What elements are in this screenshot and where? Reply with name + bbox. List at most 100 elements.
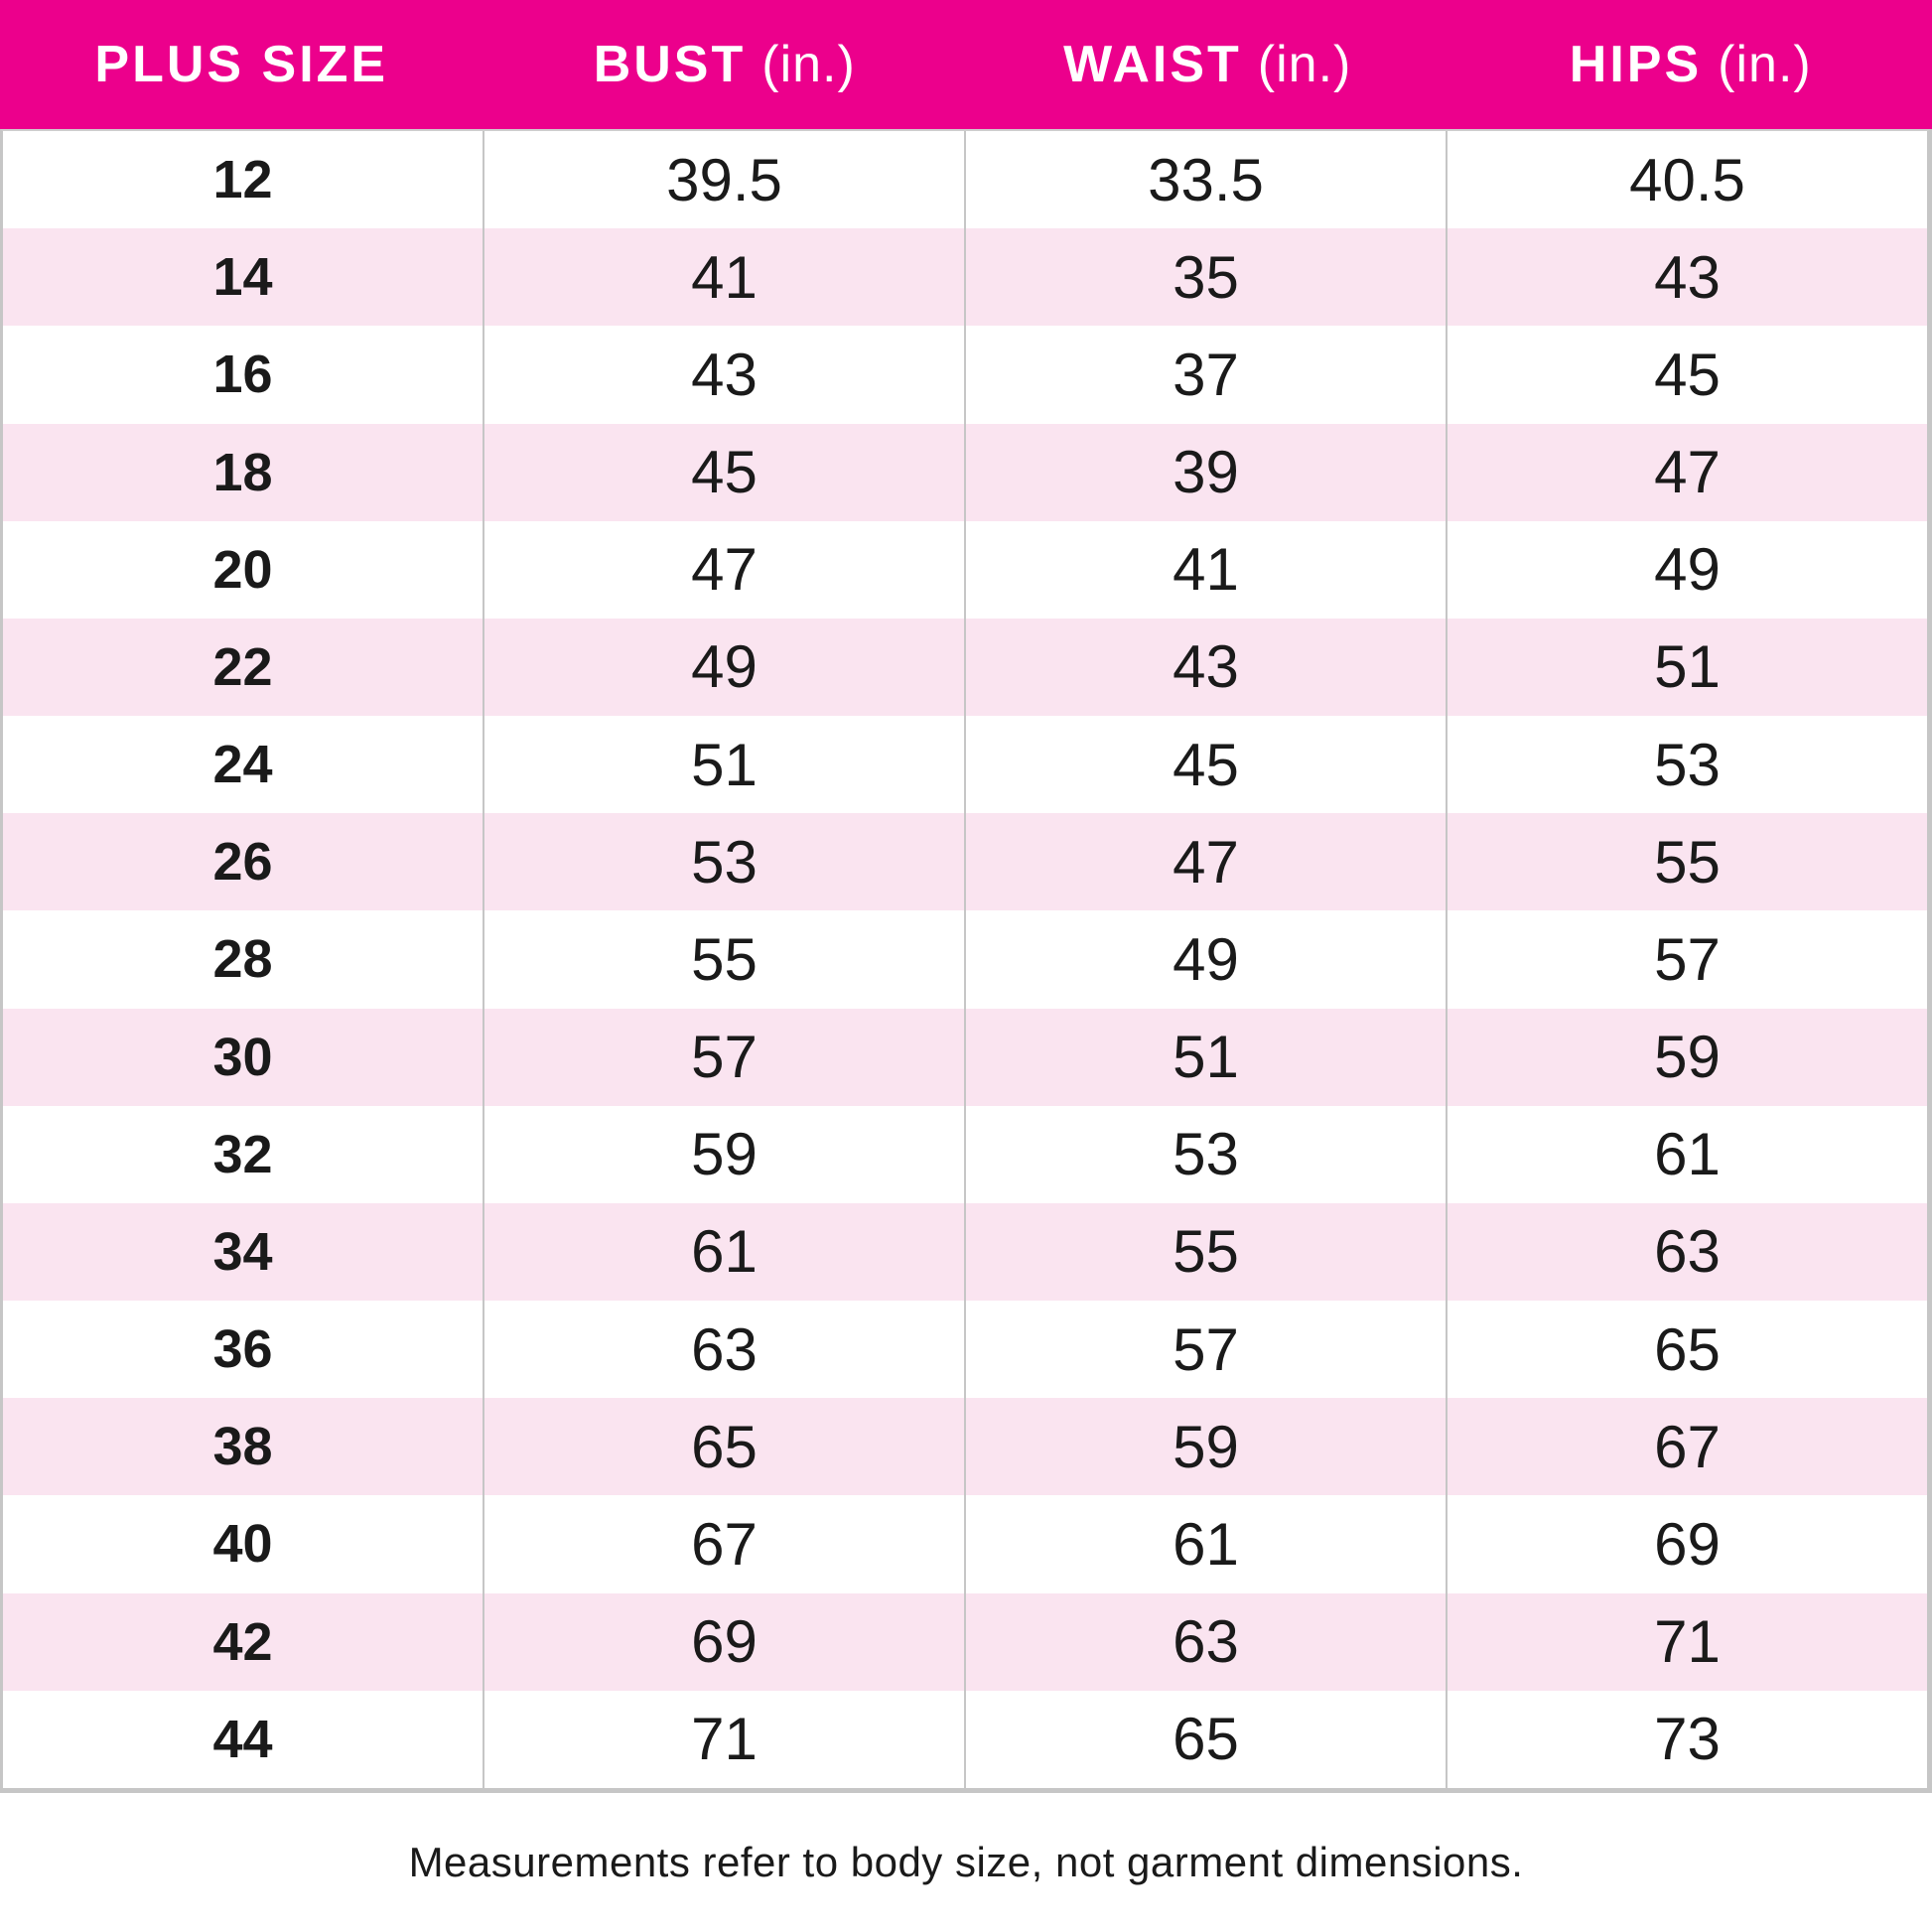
- hips-cell: 73: [1446, 1690, 1927, 1788]
- header-cell-bust: BUST (in.): [483, 0, 967, 129]
- size-cell: 12: [212, 150, 273, 210]
- header-label: WAIST: [1063, 36, 1242, 93]
- bust-cell: 39.5: [483, 131, 964, 229]
- waist-cell: 43: [964, 618, 1446, 717]
- waist-cell: 47: [964, 813, 1446, 911]
- table-row: 36 63 57 65: [3, 1301, 1927, 1399]
- size-cell: 28: [212, 929, 273, 990]
- waist-cell: 49: [964, 910, 1446, 1009]
- header-unit: (in.): [1257, 36, 1352, 93]
- bust-cell: 49: [483, 618, 964, 717]
- bust-cell: 69: [483, 1592, 964, 1691]
- bust-cell: 41: [483, 228, 964, 327]
- bust-cell: 43: [483, 326, 964, 424]
- waist-cell: 45: [964, 716, 1446, 814]
- table-row: 32 59 53 61: [3, 1105, 1927, 1203]
- table-row: 28 55 49 57: [3, 910, 1927, 1009]
- hips-cell: 53: [1446, 716, 1927, 814]
- hips-cell: 49: [1446, 520, 1927, 619]
- header-cell-plus-size: PLUS SIZE: [0, 0, 483, 129]
- table-row: 40 67 61 69: [3, 1495, 1927, 1593]
- hips-cell: 55: [1446, 813, 1927, 911]
- hips-cell: 71: [1446, 1592, 1927, 1691]
- header-label: BUST: [593, 36, 747, 93]
- footnote: Measurements refer to body size, not gar…: [408, 1839, 1524, 1885]
- size-cell: 40: [212, 1514, 273, 1575]
- size-cell: 42: [212, 1611, 273, 1672]
- size-cell: 24: [212, 735, 273, 795]
- hips-cell: 69: [1446, 1495, 1927, 1593]
- size-cell: 26: [212, 832, 273, 893]
- waist-cell: 57: [964, 1301, 1446, 1399]
- table-body: 12 39.5 33.5 40.5 14 41 35 43 16 43 37 4…: [0, 129, 1932, 1793]
- hips-cell: 63: [1446, 1202, 1927, 1302]
- table-row: 30 57 51 59: [3, 1008, 1927, 1106]
- header-cell-hips: HIPS (in.): [1449, 0, 1932, 129]
- bust-cell: 55: [483, 910, 964, 1009]
- waist-cell: 37: [964, 326, 1446, 424]
- size-cell: 32: [212, 1124, 273, 1184]
- size-cell: 36: [212, 1319, 273, 1380]
- hips-cell: 47: [1446, 423, 1927, 521]
- table-row: 16 43 37 45: [3, 326, 1927, 424]
- hips-cell: 61: [1446, 1105, 1927, 1203]
- header-label: PLUS SIZE: [94, 36, 389, 93]
- bust-cell: 45: [483, 423, 964, 521]
- bust-cell: 47: [483, 520, 964, 619]
- waist-cell: 55: [964, 1202, 1446, 1302]
- size-cell: 18: [212, 442, 273, 502]
- hips-cell: 59: [1446, 1008, 1927, 1106]
- size-cell: 20: [212, 539, 273, 600]
- hips-cell: 57: [1446, 910, 1927, 1009]
- waist-cell: 39: [964, 423, 1446, 521]
- table-row: 20 47 41 49: [3, 520, 1927, 619]
- size-cell: 14: [212, 247, 273, 308]
- bust-cell: 67: [483, 1495, 964, 1593]
- waist-cell: 59: [964, 1398, 1446, 1496]
- bust-cell: 59: [483, 1105, 964, 1203]
- waist-cell: 41: [964, 520, 1446, 619]
- bust-cell: 57: [483, 1008, 964, 1106]
- hips-cell: 67: [1446, 1398, 1927, 1496]
- waist-cell: 35: [964, 228, 1446, 327]
- table-row: 22 49 43 51: [3, 618, 1927, 717]
- bust-cell: 51: [483, 716, 964, 814]
- header-unit: (in.): [1718, 36, 1812, 93]
- size-cell: 30: [212, 1027, 273, 1087]
- waist-cell: 51: [964, 1008, 1446, 1106]
- table-header-row: PLUS SIZE BUST (in.) WAIST (in.) HIPS (i…: [0, 0, 1932, 129]
- bust-cell: 71: [483, 1690, 964, 1788]
- table-row: 12 39.5 33.5 40.5: [3, 131, 1927, 229]
- size-cell: 44: [212, 1709, 273, 1769]
- bust-cell: 61: [483, 1202, 964, 1302]
- table-row: 24 51 45 53: [3, 716, 1927, 814]
- header-cell-waist: WAIST (in.): [966, 0, 1449, 129]
- waist-cell: 65: [964, 1690, 1446, 1788]
- hips-cell: 43: [1446, 228, 1927, 327]
- hips-cell: 51: [1446, 618, 1927, 717]
- header-unit: (in.): [761, 36, 856, 93]
- waist-cell: 33.5: [964, 131, 1446, 229]
- table-row: 26 53 47 55: [3, 813, 1927, 911]
- bust-cell: 65: [483, 1398, 964, 1496]
- size-cell: 34: [212, 1221, 273, 1282]
- table-row: 44 71 65 73: [3, 1690, 1927, 1788]
- waist-cell: 61: [964, 1495, 1446, 1593]
- hips-cell: 45: [1446, 326, 1927, 424]
- hips-cell: 40.5: [1446, 131, 1927, 229]
- table-row: 42 69 63 71: [3, 1592, 1927, 1691]
- table-row: 34 61 55 63: [3, 1202, 1927, 1302]
- size-cell: 16: [212, 345, 273, 405]
- hips-cell: 65: [1446, 1301, 1927, 1399]
- waist-cell: 53: [964, 1105, 1446, 1203]
- bust-cell: 53: [483, 813, 964, 911]
- size-cell: 22: [212, 636, 273, 697]
- table-row: 38 65 59 67: [3, 1398, 1927, 1496]
- header-label: HIPS: [1569, 36, 1703, 93]
- table-row: 18 45 39 47: [3, 423, 1927, 521]
- table-row: 14 41 35 43: [3, 228, 1927, 327]
- waist-cell: 63: [964, 1592, 1446, 1691]
- size-cell: 38: [212, 1417, 273, 1477]
- bust-cell: 63: [483, 1301, 964, 1399]
